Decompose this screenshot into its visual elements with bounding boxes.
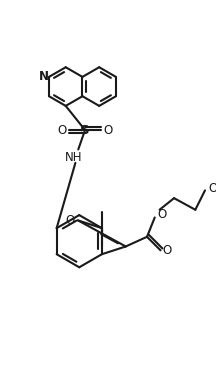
Text: S: S [80,124,90,136]
Text: O: O [104,124,113,136]
Text: O: O [158,208,167,221]
Text: N: N [39,70,49,84]
Text: NH: NH [65,150,82,164]
Text: O: O [66,214,75,227]
Text: O: O [163,244,172,257]
Text: O: O [208,182,216,195]
Text: O: O [57,124,67,136]
